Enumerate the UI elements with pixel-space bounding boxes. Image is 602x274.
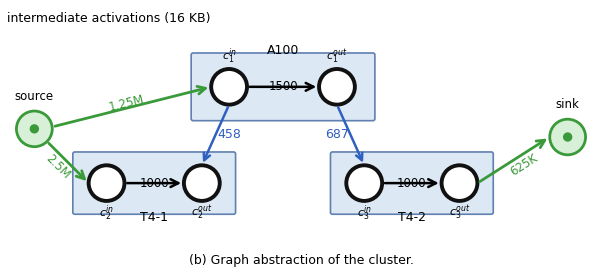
Text: 1000: 1000 bbox=[140, 177, 169, 190]
Text: 2.5M: 2.5M bbox=[43, 152, 73, 182]
Text: sink: sink bbox=[556, 98, 580, 111]
Text: $c_1^{in}$: $c_1^{in}$ bbox=[222, 46, 237, 66]
Text: 458: 458 bbox=[217, 129, 241, 141]
Text: 1.25M: 1.25M bbox=[108, 92, 146, 113]
Text: T4-2: T4-2 bbox=[398, 211, 426, 224]
Text: 1000: 1000 bbox=[397, 177, 427, 190]
Circle shape bbox=[184, 165, 220, 201]
Text: A100: A100 bbox=[267, 44, 299, 57]
Circle shape bbox=[319, 69, 355, 105]
Circle shape bbox=[30, 125, 39, 133]
Text: 687: 687 bbox=[325, 129, 349, 141]
Text: (b) Graph abstraction of the cluster.: (b) Graph abstraction of the cluster. bbox=[188, 254, 414, 267]
Text: $c_3^{out}$: $c_3^{out}$ bbox=[448, 203, 470, 221]
Text: T4-1: T4-1 bbox=[140, 211, 168, 224]
Text: $c_1^{out}$: $c_1^{out}$ bbox=[326, 47, 348, 66]
Circle shape bbox=[346, 165, 382, 201]
Circle shape bbox=[550, 119, 586, 155]
FancyBboxPatch shape bbox=[73, 152, 235, 214]
Text: $c_2^{in}$: $c_2^{in}$ bbox=[99, 203, 114, 222]
Circle shape bbox=[88, 165, 125, 201]
Text: intermediate activations (16 KB): intermediate activations (16 KB) bbox=[7, 12, 211, 25]
FancyBboxPatch shape bbox=[330, 152, 493, 214]
Circle shape bbox=[442, 165, 477, 201]
Circle shape bbox=[563, 133, 572, 141]
Text: 1500: 1500 bbox=[268, 80, 298, 93]
FancyBboxPatch shape bbox=[191, 53, 375, 121]
Text: $c_2^{out}$: $c_2^{out}$ bbox=[191, 203, 213, 221]
Text: 625K: 625K bbox=[507, 152, 539, 179]
Text: $c_3^{in}$: $c_3^{in}$ bbox=[356, 203, 372, 222]
Text: source: source bbox=[15, 90, 54, 103]
Circle shape bbox=[16, 111, 52, 147]
Circle shape bbox=[211, 69, 247, 105]
